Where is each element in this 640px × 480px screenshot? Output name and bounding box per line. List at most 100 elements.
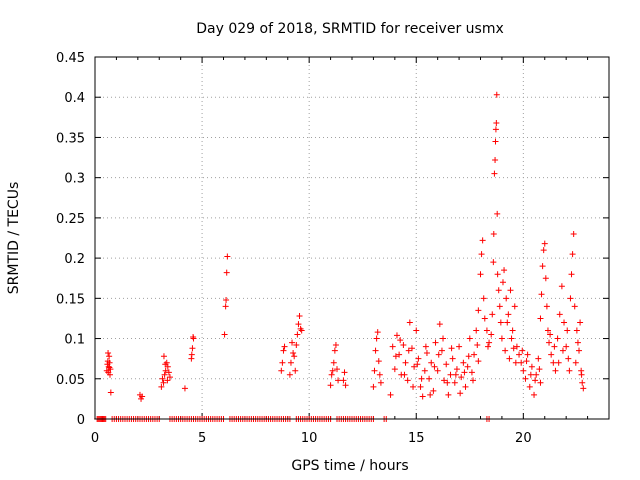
y-axis-title: SRMTID / TECUs [6, 182, 22, 295]
plot-frame [94, 56, 610, 420]
data-point [556, 311, 563, 318]
x-tick-label: 0 [91, 431, 99, 446]
data-point [538, 291, 545, 298]
data-point [547, 331, 554, 338]
data-point [105, 350, 112, 357]
data-point [539, 263, 546, 270]
data-point [543, 303, 550, 310]
data-point [503, 295, 510, 302]
data-point [563, 343, 570, 350]
data-point [564, 327, 571, 334]
y-tick-label: 0.4 [64, 91, 85, 106]
data-point [160, 353, 167, 360]
data-point [290, 350, 297, 357]
data-point [544, 327, 551, 334]
data-point [481, 315, 488, 322]
data-point [408, 345, 415, 352]
data-point [492, 156, 499, 163]
data-point [495, 287, 502, 294]
data-point [526, 383, 533, 390]
data-point [423, 350, 430, 357]
data-point [440, 335, 447, 342]
data-point [372, 347, 379, 354]
data-point [475, 307, 482, 314]
data-point [377, 379, 384, 386]
data-point [389, 343, 396, 350]
data-point [570, 230, 577, 237]
data-point [162, 361, 169, 368]
data-point [223, 269, 230, 276]
data-point [160, 379, 167, 386]
data-point [224, 253, 231, 260]
data-point [506, 355, 513, 362]
x-axis-title: GPS time / hours [291, 458, 408, 474]
y-tick-label: 0.1 [64, 333, 85, 348]
grid [95, 57, 609, 419]
data-point [554, 335, 561, 342]
data-point [519, 347, 526, 354]
data-point [504, 319, 511, 326]
data-point [418, 375, 425, 382]
data-point [511, 303, 518, 310]
data-point [520, 367, 527, 374]
data-point [161, 371, 168, 378]
data-point [496, 303, 503, 310]
data-point [445, 391, 452, 398]
data-point [397, 337, 404, 344]
data-point [451, 379, 458, 386]
data-point [492, 138, 499, 145]
data-point [329, 367, 336, 374]
data-point [400, 341, 407, 348]
data-point [406, 319, 413, 326]
data-point [430, 387, 437, 394]
y-tick-label: 0.25 [56, 212, 85, 227]
data-point [528, 363, 535, 370]
data-point [278, 367, 285, 374]
data-point [492, 126, 499, 133]
data-point [335, 377, 342, 384]
data-point [411, 363, 418, 370]
data-point [327, 382, 334, 389]
data-point [159, 375, 166, 382]
data-point [486, 339, 493, 346]
data-point [566, 367, 573, 374]
data-point [402, 359, 409, 366]
data-point [499, 279, 506, 286]
data-point [332, 341, 339, 348]
data-point [410, 383, 417, 390]
data-point [448, 345, 455, 352]
data-point [470, 377, 477, 384]
data-point [483, 327, 490, 334]
data-point [427, 391, 434, 398]
data-point [294, 331, 301, 338]
data-point [541, 240, 548, 247]
data-point [475, 358, 482, 365]
y-tick-label: 0.05 [56, 373, 85, 388]
data-point [522, 375, 529, 382]
data-point [527, 371, 534, 378]
data-point [477, 271, 484, 278]
y-tick-label: 0.2 [64, 252, 85, 267]
data-point [579, 379, 586, 386]
data-point [188, 351, 195, 358]
data-point [291, 353, 298, 360]
axis-ticks: 0 0.05 0.1 0.15 0.2 0.25 0.3 0.35 0.4 0.45 0 5 10 15 2… [56, 51, 610, 446]
data-point [533, 371, 540, 378]
data-point [221, 331, 228, 338]
y-tick-label: 0.35 [56, 131, 85, 146]
data-point [417, 383, 424, 390]
data-point [493, 91, 500, 98]
data-point [106, 353, 113, 360]
data-point [501, 267, 508, 274]
data-point [494, 271, 501, 278]
data-point [428, 359, 435, 366]
data-point [292, 367, 299, 374]
data-point [453, 366, 460, 373]
data-point [512, 359, 519, 366]
data-point [281, 343, 288, 350]
data-point [401, 371, 408, 378]
data-point [158, 383, 165, 390]
chart-title: Day 029 of 2018, SRMTID for receiver usm… [196, 21, 504, 37]
data-point [565, 355, 572, 362]
data-point [413, 327, 420, 334]
